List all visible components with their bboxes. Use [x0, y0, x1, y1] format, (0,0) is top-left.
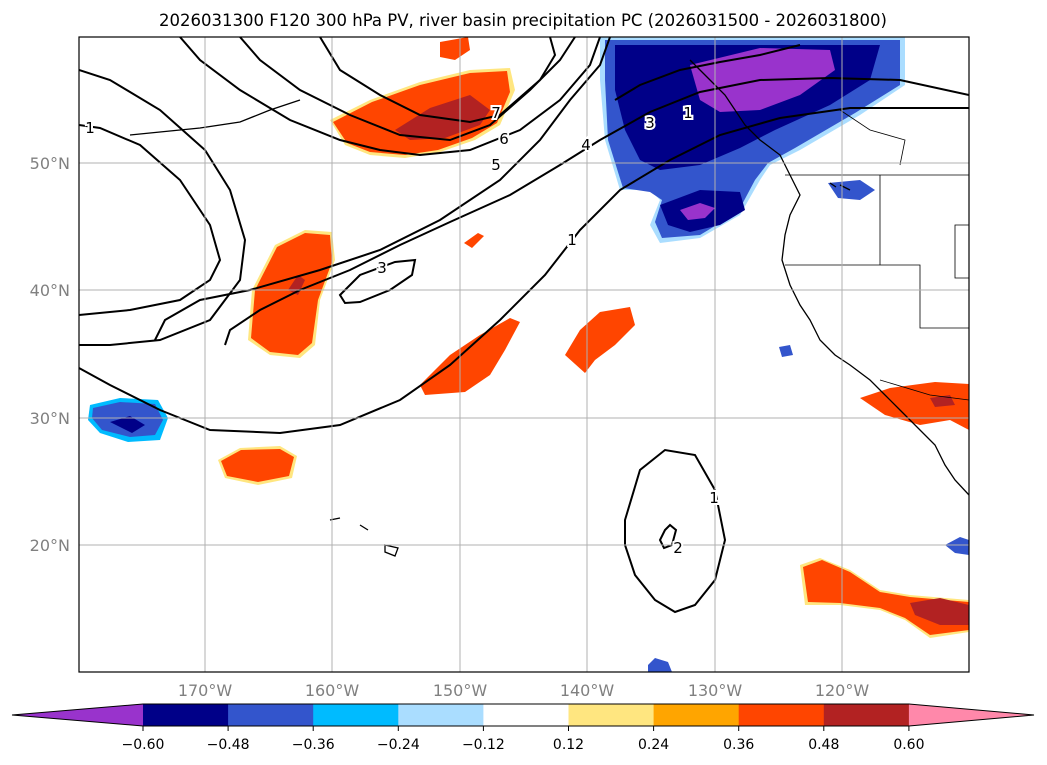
colorbar-segment	[568, 704, 655, 726]
contour-labels: 1 3 4 5 6 7 3 1 2 1 1	[83, 102, 721, 559]
lon-label: 120°W	[815, 681, 870, 700]
contour-label: 6	[499, 130, 509, 148]
lat-label: 50°N	[30, 154, 70, 173]
colorbar-segment	[823, 704, 910, 726]
lat-label: 20°N	[30, 536, 70, 555]
contour-label: 1	[567, 231, 577, 249]
colorbar-segment	[483, 704, 569, 726]
colorbar-tick-label: −0.48	[207, 737, 250, 753]
latitude-labels: 50°N 40°N 30°N 20°N	[30, 154, 70, 555]
colorbar-tick-label: −0.24	[377, 737, 420, 753]
map-panel: 1 3 4 5 6 7 3 1 2 1 1	[78, 36, 970, 673]
map-title: 2026031300 F120 300 hPa PV, river basin …	[159, 11, 887, 30]
colorbar-segment	[398, 704, 484, 726]
contour-label: 7	[491, 104, 501, 122]
colorbar-segment	[653, 704, 740, 726]
contour-label: 1	[683, 104, 693, 122]
colorbar-tick-label: 0.36	[723, 737, 754, 753]
contour-label: 4	[581, 136, 591, 154]
political-borders	[785, 109, 969, 401]
colorbar-tick-label: −0.60	[122, 737, 165, 753]
colorbar-extend-low	[12, 704, 143, 726]
contour-label: 2	[673, 539, 683, 557]
contour-label: 3	[377, 259, 387, 277]
contour-label: 3	[645, 114, 655, 132]
pv-contours	[79, 37, 969, 614]
contour-label: 1	[85, 119, 95, 137]
lon-label: 130°W	[688, 681, 743, 700]
colorbar-tick-label: 0.24	[638, 737, 669, 753]
colorbar-segment	[228, 704, 314, 726]
colorbar-tick-label: −0.36	[292, 737, 335, 753]
colorbar-segment	[313, 704, 399, 726]
lat-label: 30°N	[30, 409, 70, 428]
graticule	[79, 37, 969, 672]
colorbar: −0.60 −0.48 −0.36 −0.24 −0.12 0.12 0.24 0.36 0.4…	[11, 703, 1035, 753]
colorbar-tick-label: 0.60	[893, 737, 924, 753]
colorbar-tick-label: 0.48	[808, 737, 839, 753]
colorbar-tick-label: −0.12	[462, 737, 505, 753]
contour-label: 1	[709, 489, 719, 507]
lon-label: 140°W	[560, 681, 615, 700]
lat-label: 40°N	[30, 281, 70, 300]
colorbar-segment	[738, 704, 825, 726]
longitude-labels: 170°W 160°W 150°W 140°W 130°W 120°W	[178, 681, 870, 700]
colorbar-extend-high	[908, 704, 1034, 726]
lon-label: 160°W	[305, 681, 360, 700]
lon-label: 170°W	[178, 681, 233, 700]
colorbar-segment	[143, 704, 229, 726]
map-frame	[78, 36, 970, 673]
lon-label: 150°W	[433, 681, 488, 700]
colorbar-tick-label: 0.12	[553, 737, 584, 753]
pc-shading	[88, 37, 969, 672]
contour-label: 5	[491, 156, 501, 174]
